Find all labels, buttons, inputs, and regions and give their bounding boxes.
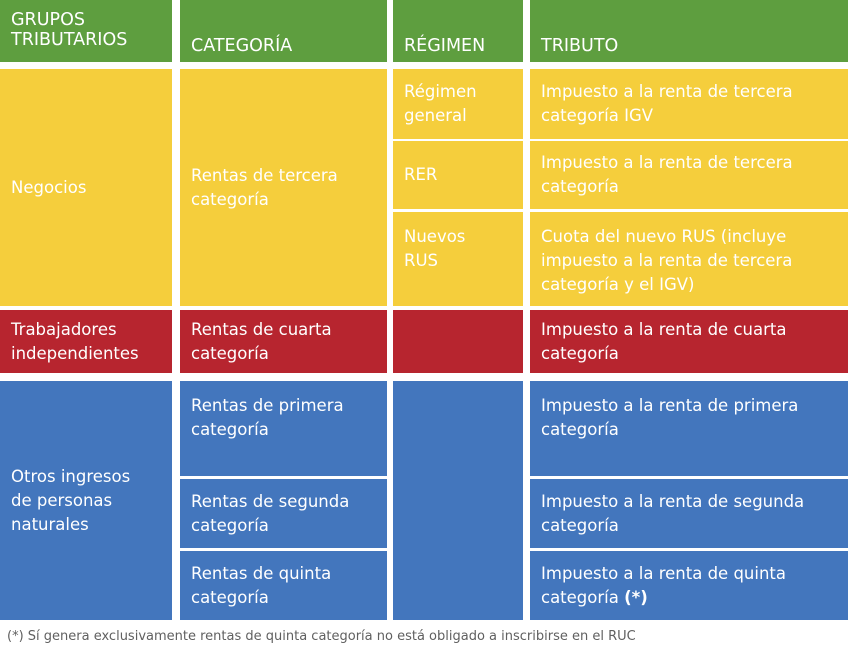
header-groups: GRUPOS TRIBUTARIOS [0,0,172,62]
tax-quinta-text: Impuesto a la renta de quinta categoría … [541,562,786,610]
category-cuarta-label: Rentas de cuarta categoría [191,319,332,363]
header-regime-label: RÉGIMEN [404,36,486,56]
category-quinta: Rentas de quinta categoría [180,551,387,620]
category-cuarta: Rentas de cuarta categoría [180,310,387,373]
group-trabajadores-label: Trabajadores independientes [11,319,139,363]
tax-segunda-label: Impuesto a la renta de segunda categoría [541,491,805,535]
tax-rer-label: Impuesto a la renta de tercera categoría [541,153,793,196]
tax-regime-general-label: Impuesto a la renta de tercera categoría… [541,82,793,125]
tax-primera: Impuesto a la renta de primera categoría [530,381,848,476]
group-negocios-label: Negocios [11,177,87,197]
tax-cuarta-label: Impuesto a la renta de cuarta categoría [541,319,787,363]
category-tercera: Rentas de tercera categoría [180,69,387,306]
footnote-marker: (*) [624,587,648,607]
category-quinta-label: Rentas de quinta categoría [191,563,332,607]
tax-quinta-label: Impuesto a la renta de quinta categoría [541,563,787,607]
header-tax-label: TRIBUTO [541,36,619,56]
tax-nuevo-rus: Cuota del nuevo RUS (incluye impuesto a … [530,212,848,306]
header-category-label: CATEGORÍA [191,36,293,56]
category-tercera-label: Rentas de tercera categoría [191,165,338,209]
header-tax: TRIBUTO [530,0,848,62]
tax-regime-general: Impuesto a la renta de tercera categoría… [530,69,848,139]
group-otros-label: Otros ingresos de personas naturales [11,466,131,534]
group-negocios: Negocios [0,69,172,306]
group-otros: Otros ingresos de personas naturales [0,381,172,620]
tax-cuarta: Impuesto a la renta de cuarta categoría [530,310,848,373]
tax-primera-label: Impuesto a la renta de primera categoría [541,396,799,439]
regime-nuevo-rus: Nuevos RUS [393,212,523,306]
tax-rer: Impuesto a la renta de tercera categoría [530,141,848,209]
regime-trabajadores-empty [393,310,523,373]
regime-rer: RER [393,141,523,209]
regime-rer-label: RER [404,165,438,184]
regime-nuevo-rus-label: Nuevos RUS [404,227,466,270]
category-primera: Rentas de primera categoría [180,381,387,476]
header-category: CATEGORÍA [180,0,387,62]
footnote: (*) Sí genera exclusivamente rentas de q… [7,629,636,644]
regime-general-label: Régimen general [404,82,477,125]
regime-general: Régimen general [393,69,523,139]
group-trabajadores: Trabajadores independientes [0,310,172,373]
category-segunda: Rentas de segunda categoría [180,479,387,548]
tax-segunda: Impuesto a la renta de segunda categoría [530,479,848,548]
regime-otros-empty [393,381,523,620]
tax-nuevo-rus-label: Cuota del nuevo RUS (incluye impuesto a … [541,227,793,294]
category-segunda-label: Rentas de segunda categoría [191,491,350,535]
header-groups-label: GRUPOS TRIBUTARIOS [11,10,128,50]
header-regime: RÉGIMEN [393,0,523,62]
category-primera-label: Rentas de primera categoría [191,396,344,439]
tax-quinta: Impuesto a la renta de quinta categoría … [530,551,848,620]
